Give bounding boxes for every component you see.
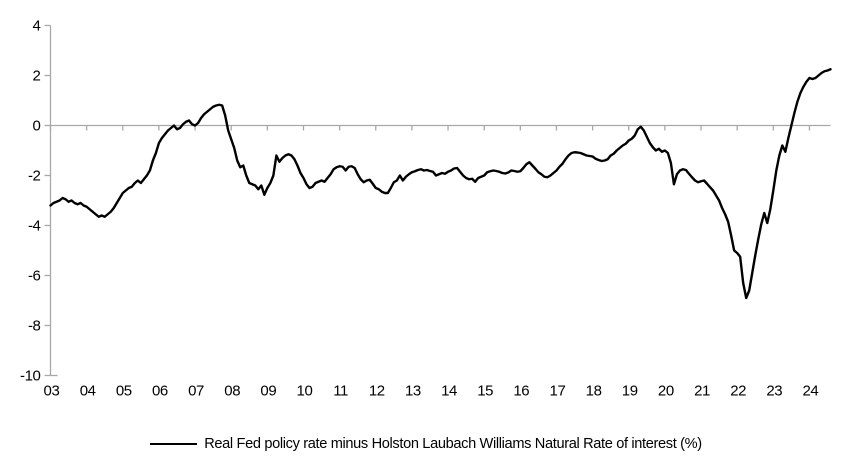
x-tick-label: 13 (405, 383, 421, 400)
legend-label: Real Fed policy rate minus Holston Lauba… (204, 436, 702, 452)
x-tick-label: 22 (730, 383, 746, 400)
legend: Real Fed policy rate minus Holston Lauba… (0, 432, 852, 456)
x-tick-label: 16 (513, 383, 529, 400)
y-tick-label: 0 (33, 118, 41, 135)
y-tick-label: 4 (33, 18, 41, 35)
x-tick-label: 06 (152, 383, 168, 400)
x-tick-label: 19 (622, 383, 638, 400)
x-tick-label: 12 (369, 383, 385, 400)
y-tick-label: -2 (28, 168, 41, 185)
y-tick-label: -8 (28, 318, 41, 335)
x-tick-label: 10 (297, 383, 313, 400)
x-tick-label: 08 (224, 383, 240, 400)
x-tick-label: 18 (586, 383, 602, 400)
x-tick-label: 23 (766, 383, 782, 400)
x-tick-label: 03 (44, 383, 60, 400)
x-tick-label: 21 (694, 383, 710, 400)
x-tick-label: 24 (802, 383, 818, 400)
x-tick-label: 17 (550, 383, 566, 400)
legend-line-swatch (150, 443, 198, 445)
y-tick-label: -4 (28, 218, 41, 235)
x-tick-label: 15 (477, 383, 493, 400)
y-tick-label: 2 (33, 68, 41, 85)
y-tick-label: -10 (20, 368, 41, 385)
x-tick-label: 04 (80, 383, 96, 400)
y-tick-label: -6 (28, 268, 41, 285)
x-tick-label: 05 (116, 383, 132, 400)
x-tick-label: 07 (188, 383, 204, 400)
data-line-series (49, 68, 832, 300)
x-tick-label: 09 (260, 383, 276, 400)
x-tick-label: 11 (333, 383, 348, 400)
x-tick-label: 14 (441, 383, 457, 400)
x-tick-label: 20 (658, 383, 674, 400)
